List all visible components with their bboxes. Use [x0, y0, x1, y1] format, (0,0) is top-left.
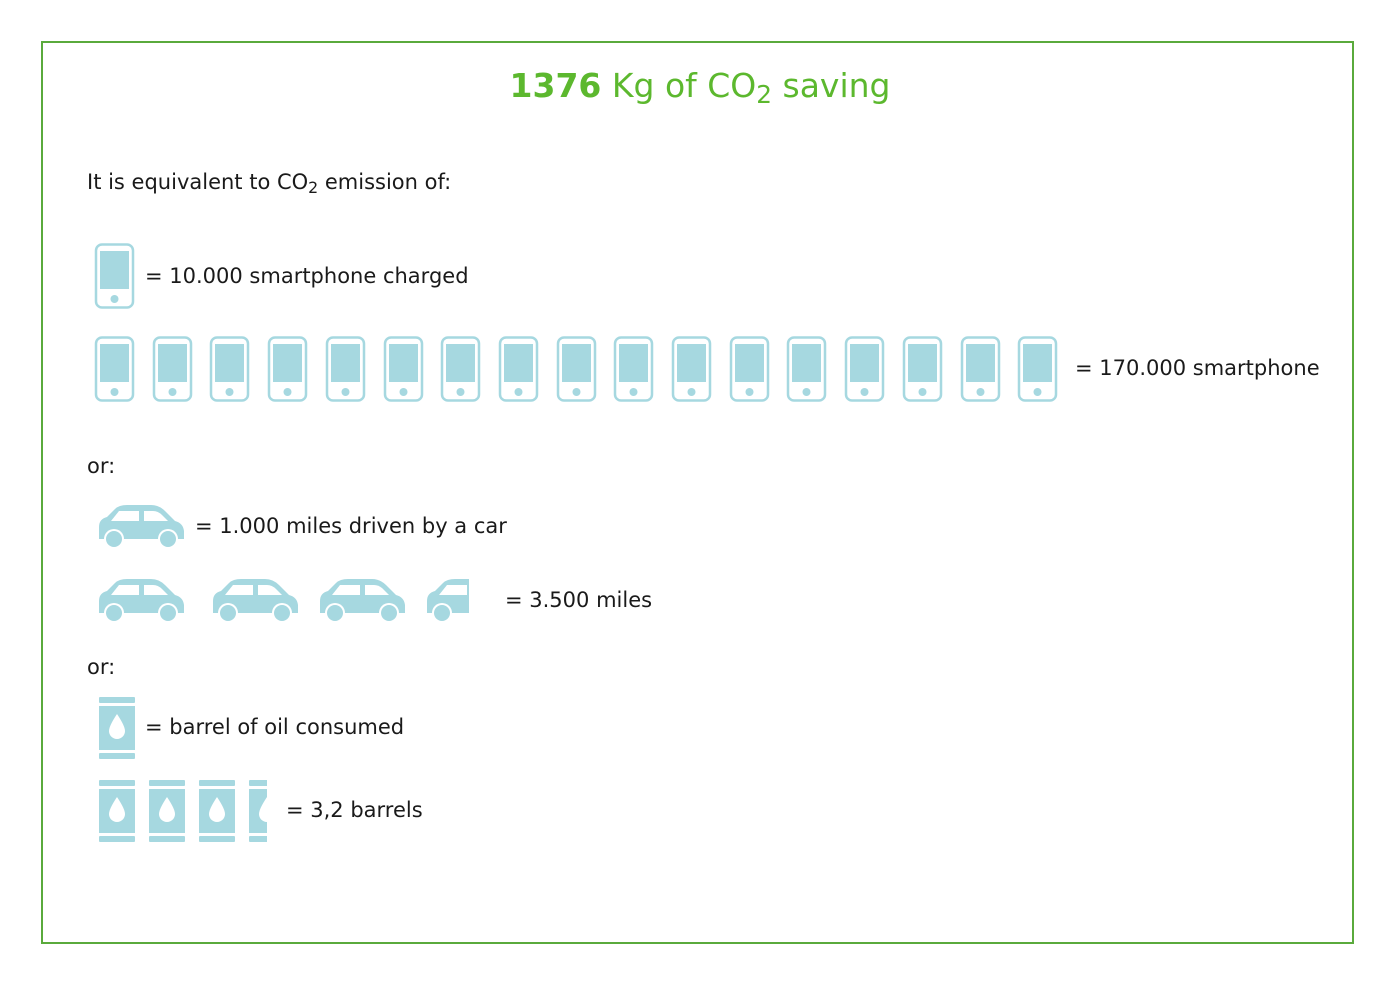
title-subscript: 2: [756, 80, 773, 110]
intro-suffix: emission of:: [318, 170, 452, 194]
smartphone-icon: [960, 336, 1000, 402]
smartphone-icon: [787, 336, 827, 402]
smartphone-icon: [94, 243, 135, 309]
smartphone-icon: [325, 336, 366, 402]
smartphone-icon: [210, 336, 250, 402]
smartphone-unit-label: = 10.000 smartphone charged: [145, 264, 469, 288]
smartphone-icon: [152, 336, 192, 402]
smartphone-icon: [614, 336, 654, 402]
car-icon: [213, 579, 298, 623]
smartphone-icon: [729, 336, 769, 402]
smartphone-icon: [556, 336, 596, 402]
barrel-total-label: = 3,2 barrels: [286, 798, 423, 822]
car-icon: [99, 505, 184, 549]
equivalence-intro: It is equivalent to CO2 emission of:: [87, 170, 452, 197]
intro-subscript: 2: [308, 177, 319, 197]
oil-barrel-icon: [199, 780, 235, 842]
smartphone-icon: [671, 336, 712, 402]
smartphone-icon: [267, 336, 308, 402]
oil-barrel-icon: [149, 780, 185, 842]
separator-or-1: or:: [87, 454, 116, 478]
content-frame: [41, 41, 1354, 944]
separator-or-2: or:: [87, 655, 116, 679]
car-total-label: = 3.500 miles: [505, 588, 653, 612]
car-icon: [99, 579, 184, 623]
car-icon: [320, 579, 405, 623]
smartphone-icon: [383, 336, 423, 402]
car-unit-label: = 1.000 miles driven by a car: [195, 514, 507, 538]
smartphone-icon: [498, 336, 539, 402]
smartphone-icon: [440, 336, 481, 402]
smartphone-icon: [902, 336, 943, 402]
intro-prefix: It is equivalent to CO: [87, 170, 309, 194]
smartphone-icon: [94, 336, 135, 402]
smartphone-icon: [1017, 336, 1058, 402]
title-suffix: saving: [772, 66, 891, 105]
oil-barrel-icon: [99, 697, 135, 759]
car-icon: [427, 579, 469, 623]
co2-amount: 1376: [509, 66, 602, 105]
smartphone-total-label: = 170.000 smartphone: [1075, 356, 1320, 380]
oil-barrel-icon: [249, 780, 267, 842]
barrel-unit-label: = barrel of oil consumed: [145, 715, 405, 739]
smartphone-icon: [844, 336, 885, 402]
page-title: 1376 Kg of CO2 saving: [0, 66, 1400, 107]
title-unit: Kg of CO: [601, 66, 757, 105]
oil-barrel-icon: [99, 780, 135, 842]
